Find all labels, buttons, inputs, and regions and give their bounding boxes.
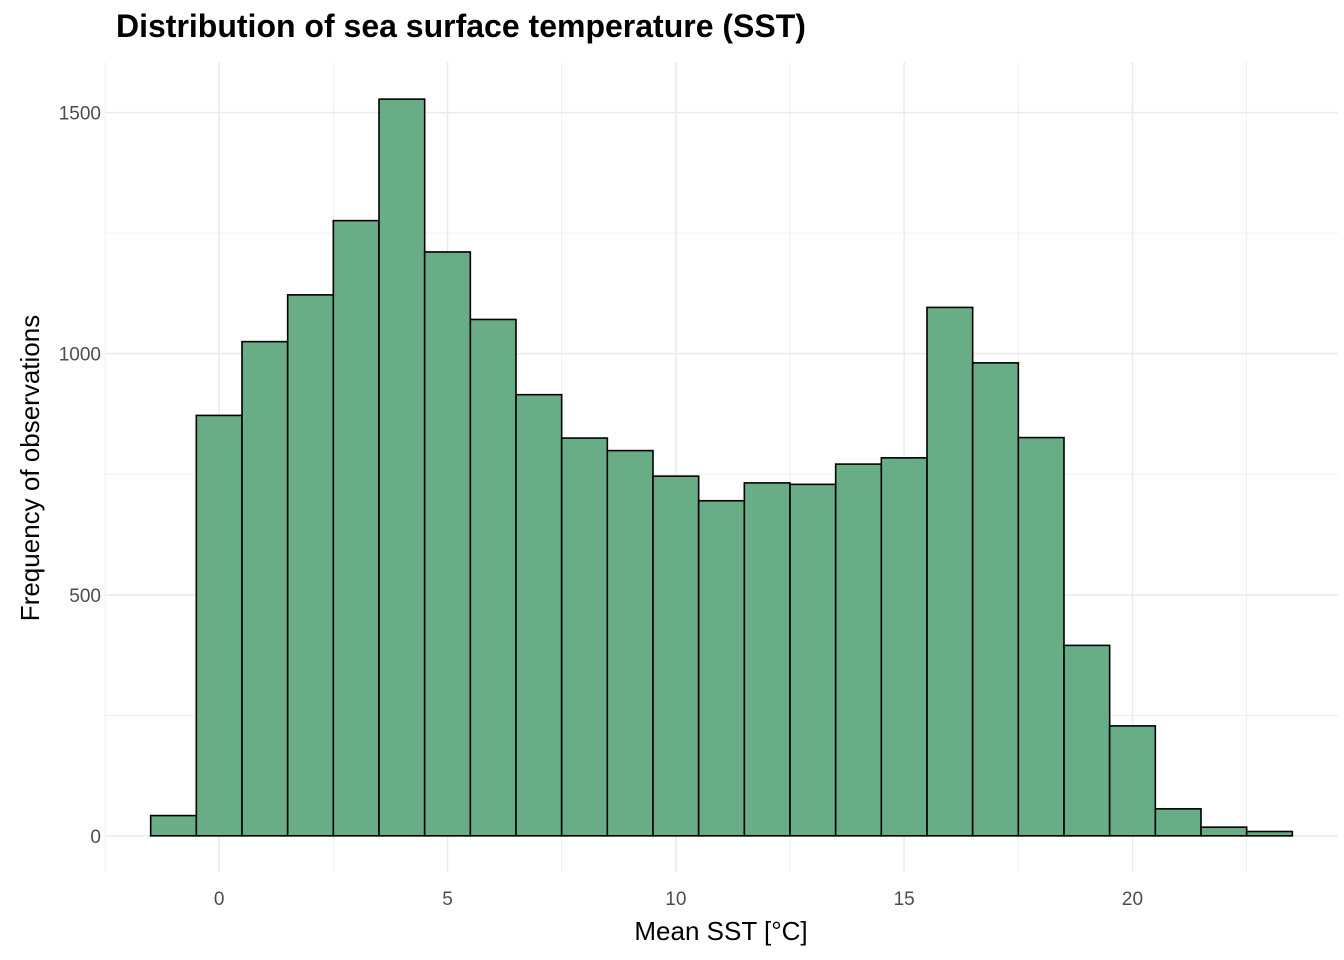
histogram-bar — [1017, 436, 1065, 837]
histogram-bar — [241, 340, 289, 837]
histogram-bar — [971, 362, 1020, 837]
chart-title: Distribution of sea surface temperature … — [116, 8, 806, 44]
histogram-bar — [834, 463, 883, 837]
y-axis-title: Frequency of observations — [15, 315, 45, 621]
y-tick-label: 1500 — [59, 104, 101, 125]
x-tick-label: 20 — [1122, 889, 1143, 910]
histogram-bar — [195, 414, 243, 837]
histogram-bar — [1245, 830, 1294, 837]
histogram-bar — [423, 251, 472, 837]
histogram-bar — [743, 482, 791, 837]
histogram-bar — [606, 449, 654, 837]
histogram-bar — [149, 814, 198, 837]
x-tick-label: 10 — [665, 889, 686, 910]
histogram-bar — [789, 483, 837, 837]
histogram-bar — [652, 475, 700, 837]
histogram-bar — [286, 294, 335, 837]
histogram-bars — [149, 98, 1294, 837]
x-axis-ticks: 0 5 10 15 20 — [214, 889, 1143, 910]
histogram-bar — [1063, 644, 1111, 837]
histogram-bar — [697, 499, 746, 837]
histogram-bar — [926, 306, 974, 837]
histogram-bar — [880, 457, 928, 837]
y-tick-label: 1000 — [59, 345, 101, 366]
x-tick-label: 15 — [894, 889, 915, 910]
histogram-bar — [378, 98, 426, 837]
x-tick-label: 0 — [214, 889, 225, 910]
histogram-bar — [1108, 725, 1157, 837]
x-tick-label: 5 — [442, 889, 453, 910]
histogram-bar — [332, 219, 380, 837]
x-axis-title: Mean SST [°C] — [634, 916, 807, 946]
histogram-bar — [469, 318, 517, 837]
histogram-bar — [560, 437, 609, 837]
histogram-bar — [515, 393, 563, 837]
histogram-bar — [1154, 808, 1202, 837]
histogram-bar — [1200, 826, 1248, 837]
y-tick-label: 500 — [69, 586, 101, 607]
y-tick-label: 0 — [90, 827, 101, 848]
y-axis-ticks: 0 500 1000 1500 — [59, 104, 101, 848]
